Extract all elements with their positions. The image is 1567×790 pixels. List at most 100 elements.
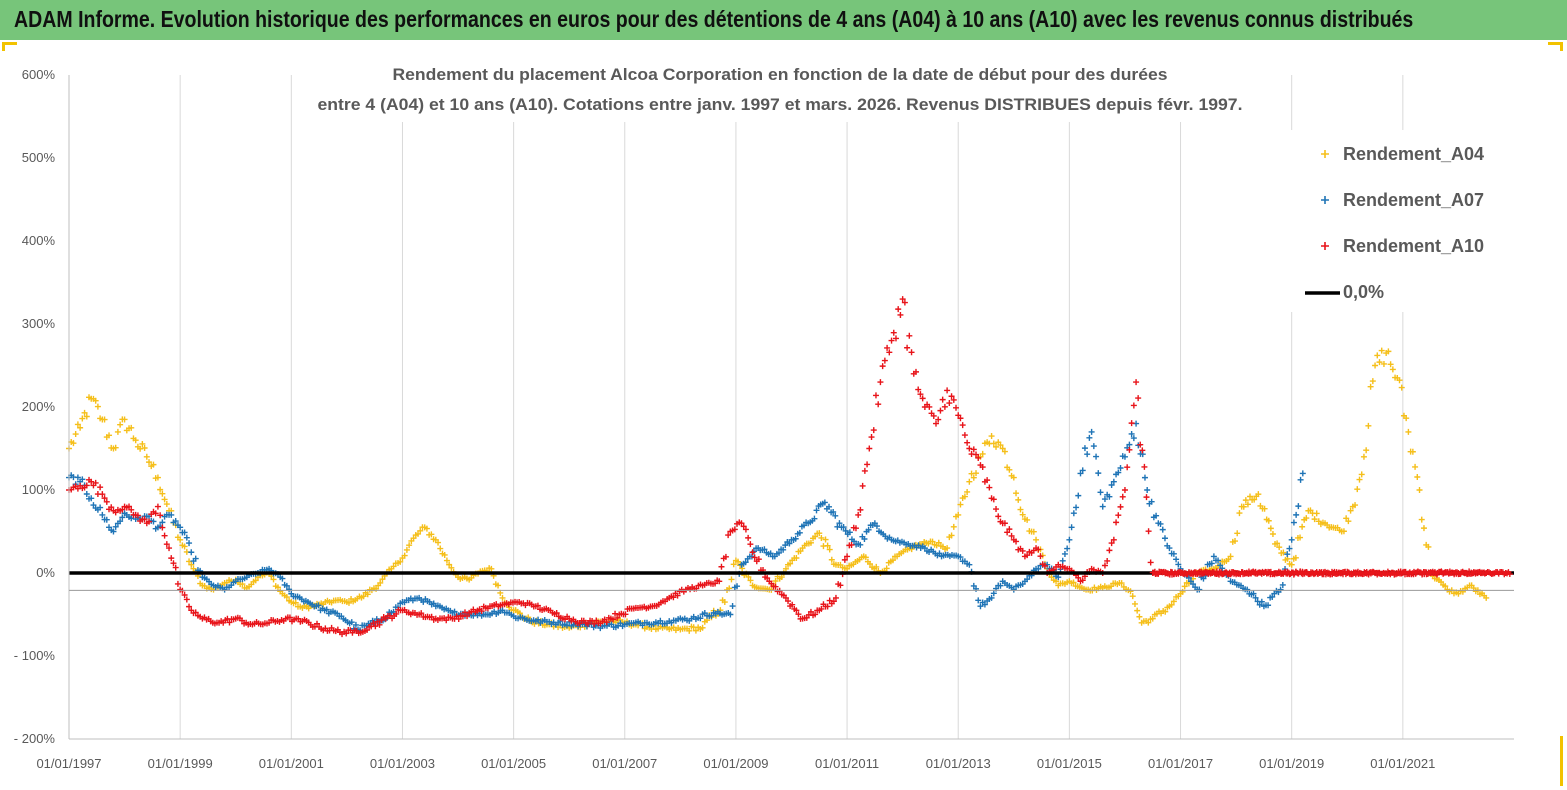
rendement-a04-point — [1374, 352, 1381, 359]
rendement-a07-point — [780, 546, 787, 553]
rendement-a07-point — [729, 603, 736, 610]
rendement-a07-point — [1293, 511, 1300, 518]
rendement-a10-point — [944, 387, 951, 394]
rendement-a07-point — [990, 590, 997, 597]
rendement-a07-point — [1288, 536, 1295, 543]
rendement-a10-point — [146, 518, 153, 525]
rendement-a10-point — [128, 506, 135, 513]
rendement-a04-point — [270, 576, 277, 583]
rendement-a10-point — [99, 491, 106, 498]
rendement-a07-point — [279, 575, 286, 582]
rendement-a10-point — [785, 598, 792, 605]
rendement-a10-point — [832, 594, 839, 601]
rendement-a07-point — [1095, 470, 1102, 477]
rendement-a10-point — [1104, 557, 1111, 564]
rendement-a04-point — [1269, 531, 1276, 538]
rendement-a10-point — [1139, 447, 1146, 454]
rendement-a04-point — [1416, 487, 1423, 493]
rendement-a04-point — [377, 579, 384, 586]
x-tick-label: 01/01/2011 — [815, 756, 879, 771]
rendement-a07-point — [183, 534, 190, 541]
rendement-a04-point — [1070, 579, 1077, 586]
rendement-a10-point — [1035, 546, 1042, 553]
rendement-a04-point — [728, 576, 735, 583]
rendement-a07-point — [1035, 565, 1042, 572]
rendement-a04-point — [1276, 544, 1283, 551]
rendement-a04-point — [686, 627, 693, 634]
rendement-a04-point — [1001, 448, 1008, 455]
rendement-a04-point — [1380, 360, 1387, 367]
rendement-a10-point — [890, 329, 897, 336]
rendement-a10-point — [749, 549, 756, 556]
rendement-a04-point — [495, 582, 502, 589]
rendement-a04-point — [818, 534, 825, 541]
rendement-a07-point — [1128, 430, 1135, 437]
rendement-a10-point — [866, 445, 873, 452]
rendement-a07-point — [861, 535, 868, 542]
rendement-a10-point — [181, 592, 188, 599]
rendement-a10-point — [609, 616, 616, 623]
rendement-a04-point — [1403, 415, 1410, 422]
rendement-a07-point — [1144, 487, 1151, 493]
rendement-a04-point — [1242, 497, 1249, 504]
legend-label: 0,0% — [1343, 282, 1384, 302]
rendement-a04-point — [1369, 378, 1376, 385]
rendement-a07-point — [1084, 451, 1091, 458]
rendement-a07-point — [79, 476, 86, 483]
rendement-a04-point — [415, 530, 422, 537]
rendement-a07-point — [727, 611, 734, 618]
legend-marker-symbol — [1321, 196, 1329, 204]
rendement-a10-point — [1001, 520, 1008, 527]
rendement-a07-point — [315, 602, 322, 609]
rendement-a10-point — [892, 335, 899, 342]
banner-title: ADAM Informe. Evolution historique des p… — [14, 6, 1414, 32]
rendement-a07-point — [873, 523, 880, 530]
rendement-a04-point — [1227, 553, 1234, 560]
rendement-a07-point — [734, 583, 741, 590]
points-layer — [66, 296, 1514, 638]
rendement-a07-point — [1250, 590, 1257, 597]
rendement-a10-point — [755, 556, 762, 563]
rendement-a04-point — [721, 599, 728, 606]
rendement-a07-point — [352, 621, 359, 628]
rendement-a07-point — [857, 541, 864, 548]
rendement-a07-point — [1024, 576, 1031, 583]
grid-layer — [68, 75, 1404, 739]
rendement-a10-point — [103, 498, 110, 505]
rendement-a04-point — [157, 486, 164, 493]
rendement-a07-point — [767, 550, 774, 557]
rendement-a04-point — [1280, 549, 1287, 556]
rendement-a10-point — [152, 510, 159, 517]
chart-legend: Rendement_A04 Rendement_A07 Rendement_A10 0… — [1282, 130, 1514, 312]
chart-title-line-1: Rendement du placement Alcoa Corporation… — [393, 65, 1168, 84]
rendement-a04-point — [141, 445, 148, 452]
legend-background — [1282, 130, 1514, 312]
rendement-a07-point — [1117, 464, 1124, 471]
rendement-a10-point — [740, 523, 747, 530]
rendement-a04-point — [364, 591, 371, 598]
rendement-a04-point — [83, 413, 90, 420]
rendement-a07-point — [1170, 550, 1177, 557]
rendement-a10-point — [973, 451, 980, 458]
rendement-a04-point — [360, 593, 367, 600]
rendement-a10-point — [584, 620, 591, 627]
rendement-a07-point — [1279, 581, 1286, 588]
rendement-a07-point — [761, 546, 768, 553]
rendement-a04-point — [950, 523, 957, 530]
rendement-a04-point — [1363, 447, 1370, 454]
rendement-a04-point — [889, 557, 896, 564]
rendement-a04-point — [957, 501, 964, 508]
rendement-a07-point — [1106, 493, 1113, 500]
rendement-a10-point — [1117, 503, 1124, 510]
rendement-a10-point — [534, 602, 541, 609]
rendement-a07-point — [535, 616, 542, 623]
rendement-a10-point — [888, 337, 895, 344]
rendement-a10-point — [163, 541, 170, 548]
rendement-a10-point — [1143, 494, 1150, 501]
rendement-a10-point — [908, 349, 915, 356]
rendement-a07-point — [172, 518, 179, 525]
rendement-a04-point — [883, 565, 890, 572]
y-tick-label: 600% — [22, 67, 56, 82]
rendement-a10-point — [852, 525, 859, 532]
rendement-a07-point — [1208, 560, 1215, 567]
